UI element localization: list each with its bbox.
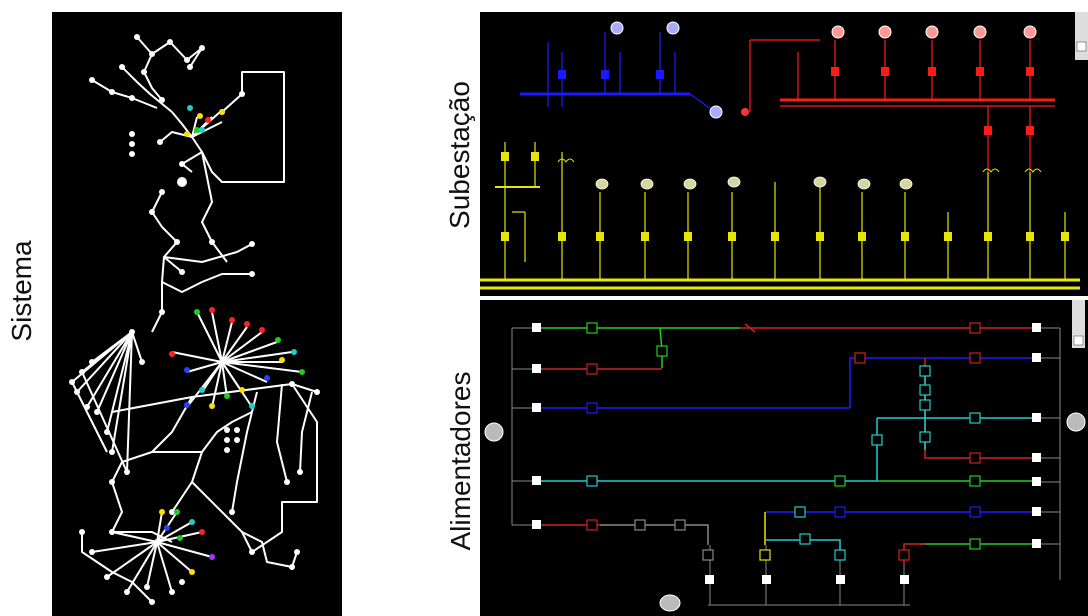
sistema-network-view[interactable]	[52, 12, 342, 616]
alimentadores-feeder-diagram	[484, 300, 1086, 612]
zoom-slider[interactable]	[1075, 12, 1088, 60]
generator-icon-3	[709, 105, 723, 119]
source-transformer-icon-bottom	[659, 594, 681, 612]
source-transformer-icon-right	[1066, 412, 1086, 432]
generator-icon-1	[610, 21, 624, 35]
generator-icon-2	[666, 21, 680, 35]
switch-icon	[744, 323, 756, 333]
subestacao-label: Subestação	[444, 81, 475, 229]
zoom-icon[interactable]	[1076, 41, 1087, 52]
alimentadores-label: Alimentadores	[445, 371, 476, 551]
zoom-icon[interactable]	[1073, 335, 1084, 346]
subestacao-diagram-view[interactable]	[480, 12, 1088, 296]
subestacao-single-line-diagram	[480, 12, 1088, 290]
source-transformer-icon-left	[484, 422, 504, 442]
sistema-label: Sistema	[6, 240, 37, 342]
alimentadores-diagram-view[interactable]	[480, 300, 1088, 616]
sistema-network-graph	[69, 34, 320, 605]
